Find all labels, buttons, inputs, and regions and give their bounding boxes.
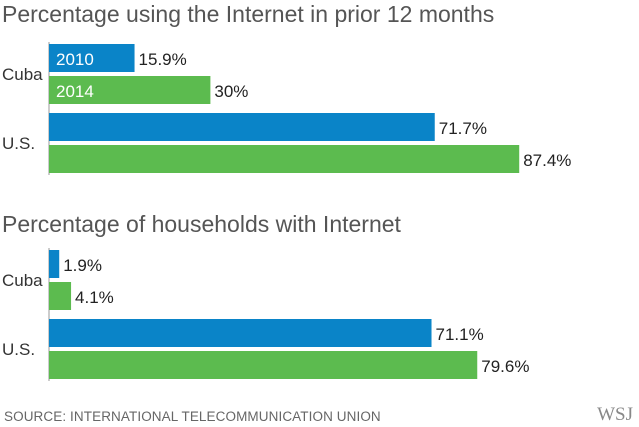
data-label: 71.7% <box>439 119 487 138</box>
data-label: 30% <box>214 82 248 101</box>
bar-2014-cuba <box>49 282 72 310</box>
category-label: Cuba <box>2 65 43 84</box>
chart-title: Percentage of households with Internet <box>2 211 402 237</box>
bar-2010-us <box>49 319 432 347</box>
wsj-logo: WSJ <box>597 404 633 425</box>
data-label: 1.9% <box>63 256 102 275</box>
legend-2010: 2010 <box>56 50 94 69</box>
panel-internet-use: Percentage using the Internet in prior 1… <box>2 1 571 175</box>
data-label: 87.4% <box>523 151 571 170</box>
bar-2010-cuba <box>49 44 135 72</box>
bar-2010-cuba <box>49 250 60 278</box>
data-label: 15.9% <box>139 50 187 69</box>
bar-2014-us <box>49 351 478 379</box>
data-label: 4.1% <box>75 288 114 307</box>
legend-2014: 2014 <box>56 82 94 101</box>
chart-title: Percentage using the Internet in prior 1… <box>2 1 494 27</box>
bar-2014-us <box>49 145 520 173</box>
bar-2014-cuba <box>49 76 211 104</box>
data-label: 79.6% <box>481 357 529 376</box>
source-note: SOURCE: INTERNATIONAL TELECOMMUNICATION … <box>4 409 381 424</box>
bar-2010-us <box>49 113 435 141</box>
data-label: 71.1% <box>436 325 484 344</box>
panel-households-internet: Percentage of households with Internet Cu… <box>2 211 529 381</box>
category-label: U.S. <box>2 134 35 153</box>
chart: Percentage using the Internet in prior 1… <box>2 1 571 381</box>
category-label: Cuba <box>2 271 43 290</box>
category-label: U.S. <box>2 340 35 359</box>
